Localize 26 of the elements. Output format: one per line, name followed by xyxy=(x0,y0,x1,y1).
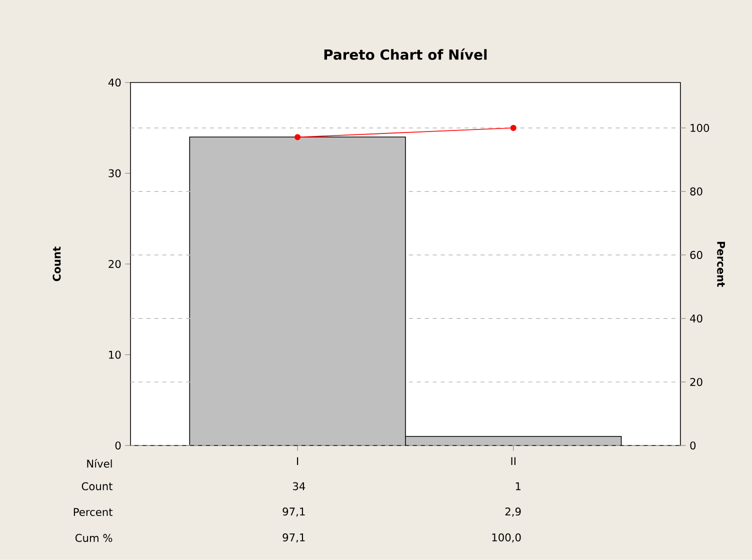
text: Percent xyxy=(74,508,113,516)
y2-tick-label: 20 xyxy=(690,378,702,386)
y-tick-label: 40 xyxy=(108,78,121,87)
y2-tick-label: 80 xyxy=(690,188,702,196)
y2-tick-label: 60 xyxy=(690,251,702,260)
data-label: 100,0 xyxy=(492,533,521,543)
text: Cum % xyxy=(75,534,112,542)
chart-title: Pareto Chart of Nível xyxy=(324,48,487,60)
y2-axis-title: Percent xyxy=(717,242,725,287)
x-tick-label: II xyxy=(511,457,516,466)
data-label: 1 xyxy=(516,482,521,490)
y-tick-label: 10 xyxy=(109,350,121,359)
y-tick-label: 0 xyxy=(115,442,121,450)
text: 97,1 xyxy=(282,508,305,517)
y-tick-label: 20 xyxy=(108,260,121,268)
y2-tick-label: 40 xyxy=(690,314,702,323)
text: 2,9 xyxy=(505,508,521,517)
y2-tick-label: 100 xyxy=(690,124,710,132)
data-label: 34 xyxy=(293,482,306,490)
text: Count xyxy=(82,482,113,490)
data-label: 97,1 xyxy=(282,533,305,543)
y-tick-label: 30 xyxy=(108,169,121,178)
y2-tick-label: 0 xyxy=(690,442,696,450)
x-tick-label: I xyxy=(297,457,298,466)
x-axis-title: Nível xyxy=(87,459,112,468)
y-axis-title: Count xyxy=(52,246,61,282)
